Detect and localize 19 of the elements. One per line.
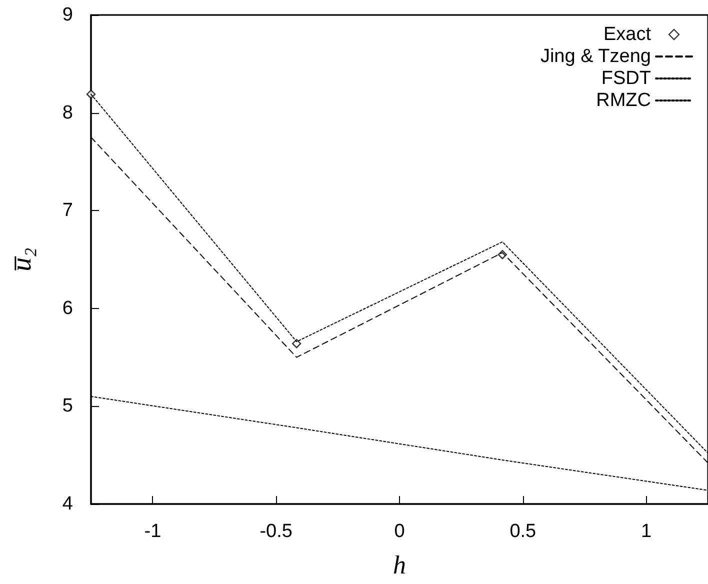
x-tick-label: -0.5 bbox=[260, 521, 292, 542]
y-tick-label: 5 bbox=[62, 396, 73, 417]
point bbox=[292, 339, 302, 348]
y-tick-label: 9 bbox=[62, 4, 73, 26]
legend-label: Jing & Tzeng bbox=[540, 46, 651, 67]
y-tick-label: 7 bbox=[62, 200, 73, 222]
x-tick-label: -1 bbox=[144, 521, 162, 542]
legend-label: Exact bbox=[603, 24, 652, 45]
y-tick-label: 4 bbox=[62, 494, 74, 514]
point bbox=[86, 90, 96, 99]
y-axis-title: u̅₂ bbox=[6, 247, 38, 272]
legend-label: RMZC bbox=[596, 90, 651, 111]
y-tick-label: 6 bbox=[62, 298, 73, 319]
x-tick-label: 0.5 bbox=[510, 521, 536, 542]
x-axis-title: h bbox=[393, 550, 406, 580]
legend-label: FSDT bbox=[601, 68, 652, 89]
x-tick-label: 1 bbox=[641, 521, 652, 542]
x-tick-label: 0 bbox=[394, 521, 405, 542]
y-tick-label: 8 bbox=[62, 102, 73, 124]
